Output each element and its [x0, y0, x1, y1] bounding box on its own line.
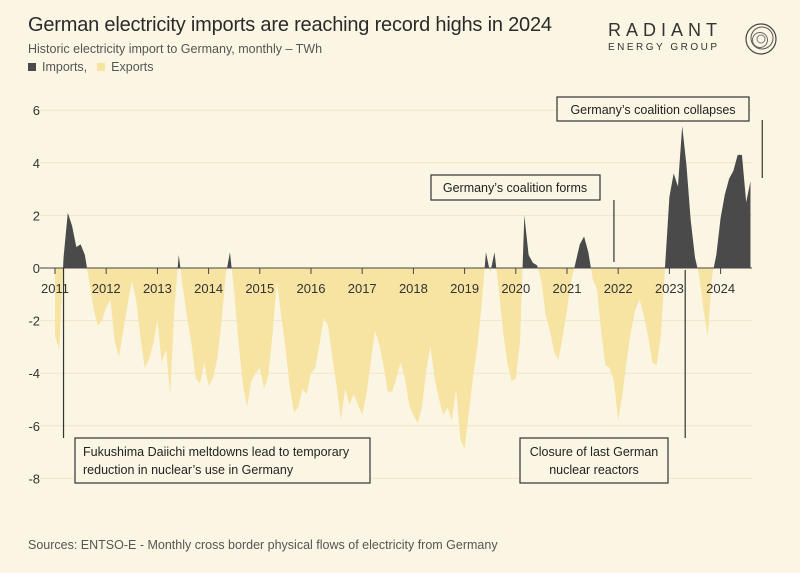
source-note: Sources: ENTSO-E - Monthly cross border … [28, 538, 498, 552]
legend: Imports, Exports [28, 60, 154, 74]
x-tick-label: 2011 [41, 281, 69, 296]
exports-area [55, 268, 751, 450]
forms-annotation-box [430, 174, 601, 201]
logo: RADIANT ENERGY GROUP [608, 20, 778, 60]
y-tick-label: -6 [28, 419, 40, 434]
fukushima-annotation-box [74, 437, 371, 484]
closure-annotation-box [519, 437, 669, 484]
chart-subtitle: Historic electricity import to Germany, … [28, 42, 323, 56]
closure-annotation-line-2: nuclear reactors [549, 463, 639, 477]
legend-imports-label: Imports, [42, 60, 88, 74]
legend-exports-label: Exports [111, 60, 154, 74]
collapse-annotation-box [556, 96, 750, 122]
forms-annotation-text: Germany’s coalition forms [443, 181, 587, 195]
chart-series [55, 125, 751, 450]
x-tick-label: 2024 [706, 281, 735, 296]
x-tick-label: 2023 [655, 281, 684, 296]
y-axis-ticks: 6 4 2 0 -2 -4 -6 -8 [28, 103, 40, 486]
logo-circle-icon [745, 23, 777, 55]
imports-area [55, 125, 751, 268]
y-tick-label: -4 [28, 366, 40, 381]
y-tick-label: 0 [33, 261, 40, 276]
x-tick-label: 2022 [604, 281, 633, 296]
fukushima-annotation-line-1: Fukushima Daiichi meltdowns lead to temp… [83, 445, 350, 459]
y-tick-label: 2 [33, 208, 40, 223]
x-tick-label: 2016 [297, 281, 326, 296]
x-tick-label: 2019 [450, 281, 479, 296]
y-tick-label: 6 [33, 103, 40, 118]
x-tick-label: 2018 [399, 281, 428, 296]
annotations: Germany’s coalition collapses Germany’s c… [62, 96, 763, 484]
closure-annotation-line-1: Closure of last German [530, 445, 659, 459]
x-axis-ticks: 2011 2012 2013 2014 2015 2016 2017 2018 2019 2020… [41, 268, 735, 296]
x-tick-label: 2013 [143, 281, 172, 296]
imports-swatch [28, 63, 36, 71]
x-tick-label: 2012 [92, 281, 121, 296]
x-tick-label: 2020 [501, 281, 530, 296]
y-tick-label: -2 [28, 314, 40, 329]
x-tick-label: 2014 [194, 281, 223, 296]
y-tick-label: 4 [33, 156, 40, 171]
x-tick-label: 2017 [348, 281, 377, 296]
exports-swatch [97, 63, 106, 71]
x-tick-label: 2021 [553, 281, 582, 296]
collapse-annotation-text: Germany’s coalition collapses [570, 103, 735, 117]
x-tick-label: 2015 [245, 281, 274, 296]
logo-wordmark: RADIANT [608, 20, 723, 40]
page-title: German electricity imports are reaching … [28, 14, 552, 36]
fukushima-annotation-line-2: reduction in nuclear’s use in Germany [83, 463, 294, 477]
y-tick-label: -8 [28, 471, 40, 486]
logo-subtitle: ENERGY GROUP [608, 42, 720, 53]
